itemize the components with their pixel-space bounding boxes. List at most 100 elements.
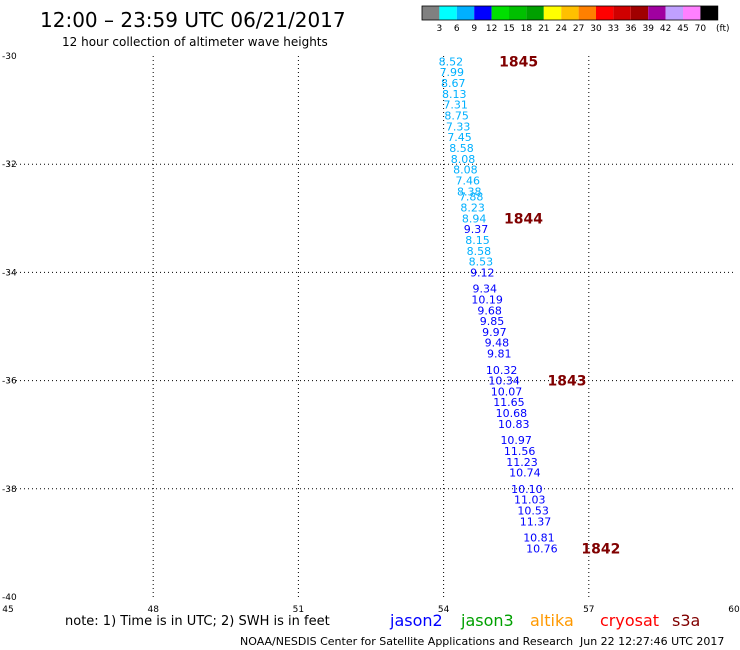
wave-height-value: 8.58 [449,142,474,155]
color-scale-label: 39 [642,24,654,34]
wave-height-value: 11.23 [506,456,538,469]
wave-height-value: 8.38 [457,185,482,198]
color-swatch [613,6,631,20]
wave-height-value: 10.10 [511,483,543,496]
wave-height-value: 9.97 [482,326,507,339]
pass-time-label: 1842 [581,541,620,557]
wave-height-value: 10.76 [526,542,558,555]
wave-height-value: 8.58 [467,245,492,258]
wave-height-value: 10.68 [496,407,528,420]
plot-area: -30 -32 -34 -36 -38 -40 45 48 51 54 57 60 8.527.99… [2,52,740,615]
x-tick-label: 57 [583,605,594,615]
satellite-name: s3a [672,611,700,630]
color-swatch [578,6,596,20]
pass-time-label: 1844 [504,211,543,227]
y-tick-label: -32 [2,160,17,170]
color-swatch [665,6,683,20]
y-axis-tick-labels: -30 -32 -34 -36 -38 -40 [2,52,17,603]
color-scale-unit: (ft) [716,24,730,34]
wave-height-value: 8.52 [439,55,464,68]
pass-time-labels: 1845 1844 1843 1842 [499,54,620,557]
wave-height-value: 10.53 [517,504,549,517]
wave-height-value: 8.94 [462,212,487,225]
color-swatch [509,6,527,20]
color-scale-label: 33 [608,24,619,34]
wave-height-value: 8.08 [451,153,476,166]
page-title: 12:00 – 23:59 UTC 06/21/2017 [40,8,346,32]
color-scale-label: 3 [437,24,443,34]
wave-height-value: 7.46 [456,174,481,187]
color-swatch [596,6,614,20]
wave-height-value: 9.12 [470,266,495,279]
wave-height-value: 8.53 [469,256,494,269]
color-swatch [491,6,509,20]
color-swatch [422,6,440,20]
wave-height-value: 7.45 [447,131,472,144]
color-swatch [683,6,701,20]
color-swatch [456,6,475,20]
color-scale-label: 36 [625,24,637,34]
x-tick-label: 51 [293,605,304,615]
color-swatch [648,6,666,20]
color-scale-label: 12 [486,24,497,34]
wave-height-value: 11.65 [493,396,525,409]
footer-note: note: 1) Time is in UTC; 2) SWH is in fe… [65,614,330,629]
color-scale-label: 42 [660,24,671,34]
wave-height-value: 7.33 [446,120,471,133]
footer-credit: NOAA/NESDIS Center for Satellite Applica… [240,635,573,648]
wave-height-value: 10.07 [491,385,523,398]
wave-height-value: 8.75 [444,110,469,123]
wave-height-value: 9.34 [472,283,497,296]
satellite-name: jason2 [389,611,443,630]
wave-height-value: 7.99 [440,66,465,79]
wave-height-value: 9.81 [487,348,512,361]
wave-height-value: 8.13 [442,88,467,101]
color-scale-label: 24 [555,24,567,34]
wave-height-value: 7.31 [443,99,468,112]
wave-height-value: 10.32 [486,364,518,377]
satellite-legend: jason2 jason3 altika cryosat s3a [389,611,700,630]
y-tick-label: -38 [2,485,17,495]
pass-time-label: 1843 [548,374,587,390]
wave-height-value: 11.03 [514,494,546,507]
x-tick-label: 54 [438,605,450,615]
wave-height-value: 9.48 [485,337,510,350]
x-axis-tick-labels: 45 48 51 54 57 60 [2,605,740,615]
color-scale-label: 6 [454,24,460,34]
wave-height-value: 9.37 [464,223,489,236]
footer-timestamp: Jun 22 12:27:46 UTC 2017 [579,635,724,648]
x-tick-label: 48 [147,605,159,615]
satellite-name: jason3 [460,611,514,630]
wave-height-value: 10.34 [488,375,520,388]
color-scale-label: 15 [503,24,514,34]
y-tick-label: -34 [2,268,17,278]
pass-time-label: 1845 [499,54,538,70]
wave-height-points: 8.527.998.678.137.318.757.337.458.588.08… [439,55,558,555]
x-tick-label: 45 [2,605,13,615]
color-swatch [439,6,457,20]
color-scale-label: 18 [521,24,533,34]
satellite-name: altika [530,611,574,630]
wave-height-value: 10.74 [509,467,541,480]
satellite-name: cryosat [600,611,659,630]
color-scale-label: 21 [538,24,549,34]
color-scale-label: 9 [471,24,477,34]
color-swatch [474,6,492,20]
wave-height-value: 11.56 [504,445,536,458]
wave-height-value: 7.88 [459,191,484,204]
page-subtitle: 12 hour collection of altimeter wave hei… [62,35,328,49]
color-scale-label: 45 [677,24,688,34]
color-swatch [543,6,562,20]
wave-height-value: 9.68 [477,304,502,317]
wave-height-value: 10.81 [523,531,555,544]
y-tick-label: -40 [2,593,17,603]
wave-height-value: 11.37 [520,515,552,528]
wave-height-value: 8.67 [441,77,466,90]
wave-height-value: 10.97 [500,434,532,447]
color-scale-frame [421,5,719,21]
wave-height-value: 10.83 [498,418,530,431]
color-scale-label: 70 [695,24,707,34]
wave-height-value: 8.15 [465,234,490,247]
y-tick-label: -36 [2,377,17,387]
